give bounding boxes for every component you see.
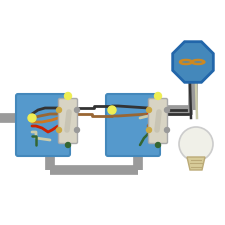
Circle shape [65, 142, 70, 148]
Circle shape [155, 92, 162, 99]
Circle shape [28, 114, 36, 122]
Polygon shape [187, 157, 205, 170]
FancyBboxPatch shape [106, 94, 160, 156]
Circle shape [164, 128, 169, 133]
Polygon shape [173, 42, 213, 82]
Circle shape [56, 128, 61, 133]
FancyBboxPatch shape [148, 99, 167, 144]
Circle shape [74, 108, 79, 112]
Circle shape [155, 142, 160, 148]
FancyBboxPatch shape [58, 99, 77, 144]
Circle shape [146, 108, 151, 112]
Circle shape [146, 128, 151, 133]
Circle shape [164, 108, 169, 112]
FancyBboxPatch shape [16, 94, 70, 156]
Circle shape [56, 108, 61, 112]
Circle shape [179, 127, 213, 161]
Circle shape [108, 106, 116, 114]
Circle shape [65, 92, 72, 99]
Circle shape [74, 128, 79, 133]
